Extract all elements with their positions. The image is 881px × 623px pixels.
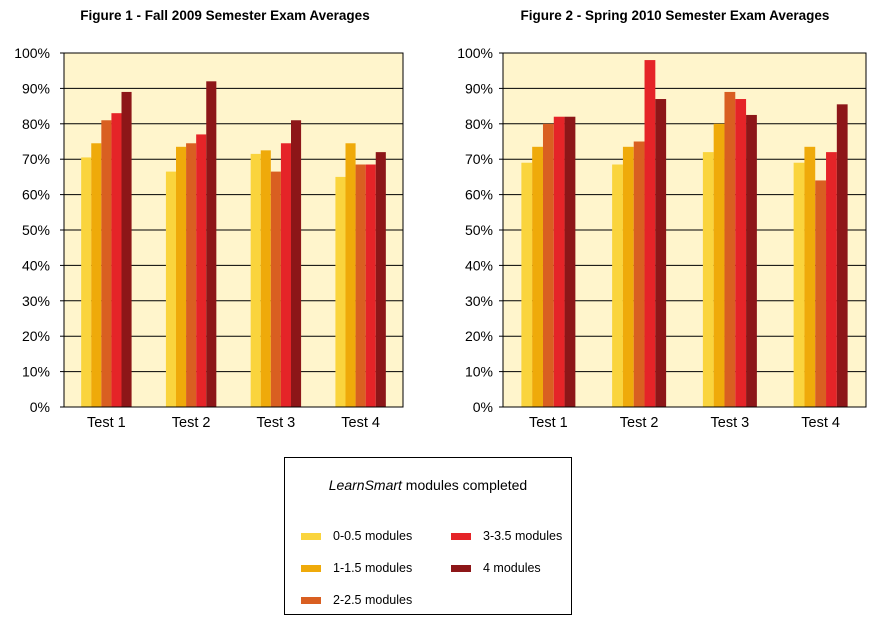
legend-swatch-2 [301,596,321,604]
legend-item-4: 4 modules [451,561,541,575]
chart-1-bar [196,134,207,408]
chart-1-bar [291,120,302,407]
chart-2-x-tick-label: Test 2 [620,415,659,431]
chart-2-bar [612,164,623,407]
chart-1-bar [250,153,261,407]
chart-1-bar [375,152,386,407]
chart-1-bar [355,164,366,407]
chart-2-y-tick-label: 60% [465,187,493,203]
chart-1-y-tick-label: 90% [22,80,50,96]
chart-2-y-tick-label: 40% [465,257,493,273]
chart-2-y-tick-label: 0% [473,399,493,415]
legend-label-2: 2-2.5 modules [333,593,413,607]
legend-title-product: LearnSmart [328,477,402,493]
chart-2-bar [553,116,565,407]
chart-1-bar [335,176,346,407]
chart-1-bar [270,171,281,407]
chart-1-bar [186,143,197,407]
chart-1-x-tick-label: Test 3 [257,415,296,431]
chart-1-y-tick-label: 50% [22,222,50,238]
chart-2-x-tick-label: Test 1 [529,415,568,431]
figure-2-title: Figure 2 - Spring 2010 Semester Exam Ave… [520,8,830,23]
chart-1-x-tick-label: Test 2 [172,415,211,431]
chart-2-plot-border [502,52,867,408]
chart-2-bar [793,162,805,407]
chart-2-bar [622,146,634,407]
chart-1-bar [175,146,187,407]
legend-title: LearnSmart modules completed [285,477,571,493]
chart-1-bar [206,81,217,407]
legend-swatch-4 [451,564,471,572]
legend-label-3: 3-3.5 modules [483,529,563,543]
chart-1-y-tick-label: 80% [22,116,50,132]
legend-item-0: 0-0.5 modules [301,529,412,543]
chart-2-y-tick-label: 30% [465,293,493,309]
chart-1-y-tick-label: 30% [22,293,50,309]
chart-2-bar [633,141,645,407]
chart-1-x-tick-label: Test 4 [341,415,380,431]
chart-2-bar [804,146,816,407]
chart-1-bar [81,157,92,407]
chart-2-bar [564,116,576,407]
chart-1-bar [165,171,176,407]
chart-1-y-tick-label: 10% [22,364,50,380]
chart-2-bar [826,152,837,407]
chart-2-y-tick-label: 70% [465,151,493,167]
legend-swatch-3 [451,532,471,540]
chart-2-bar [746,114,757,407]
chart-1-y-tick-label: 100% [14,45,50,61]
legend-item-2: 2-2.5 modules [301,593,412,607]
chart-1-y-tick-label: 20% [22,328,50,344]
chart-2-bar [644,60,656,408]
chart-1-y-tick-label: 70% [22,151,50,167]
chart-2-bar [702,152,714,407]
chart-2-bar [655,99,667,408]
chart-1-bar [111,113,122,408]
chart-1-y-tick-label: 60% [22,187,50,203]
chart-2-y-tick-label: 80% [465,116,493,132]
legend-swatch-1 [301,564,321,572]
legend: LearnSmart modules completed 0-0.5 modul… [284,457,572,615]
chart-2-y-tick-label: 50% [465,222,493,238]
chart-2-bar [815,180,827,407]
chart-1-bar [101,120,112,407]
chart-1-plot-border [63,52,404,408]
chart-1-bar [345,143,356,407]
chart-1-y-tick-label: 0% [30,399,50,415]
chart-1-bar [260,150,271,407]
figure-1-title: Figure 1 - Fall 2009 Semester Exam Avera… [80,8,370,23]
chart-1-bar [91,143,102,407]
chart-2-bar [836,104,848,407]
chart-2-bar [713,123,725,408]
chart-2-y-tick-label: 20% [465,328,493,344]
legend-swatch-0 [301,532,321,540]
chart-1-y-tick-label: 40% [22,257,50,273]
legend-label-0: 0-0.5 modules [333,529,413,543]
chart-2-bar [735,99,747,408]
chart-2-y-tick-label: 100% [457,45,493,61]
legend-item-3: 3-3.5 modules [451,529,562,543]
chart-1-bar [365,164,376,407]
chart-2-y-tick-label: 90% [465,80,493,96]
chart-2-bar [532,146,543,407]
chart-2-x-tick-label: Test 3 [711,415,750,431]
charts-canvas: 0% 10% 20% 30% 40% 50% 60% 70% 80% 90% 100% Test 1 T… [14,45,867,431]
chart-1-bar [280,143,292,407]
chart-1-bar [121,91,132,407]
chart-2-bar [542,123,554,408]
legend-title-rest: modules completed [401,477,528,493]
chart-2-bar [724,91,736,407]
chart-2-bar [521,162,533,407]
chart-2-x-tick-label: Test 4 [801,415,840,431]
legend-label-1: 1-1.5 modules [333,561,413,575]
legend-item-1: 1-1.5 modules [301,561,412,575]
legend-label-4: 4 modules [483,561,541,575]
chart-2-y-tick-label: 10% [465,364,493,380]
chart-1-x-tick-label: Test 1 [87,415,126,431]
